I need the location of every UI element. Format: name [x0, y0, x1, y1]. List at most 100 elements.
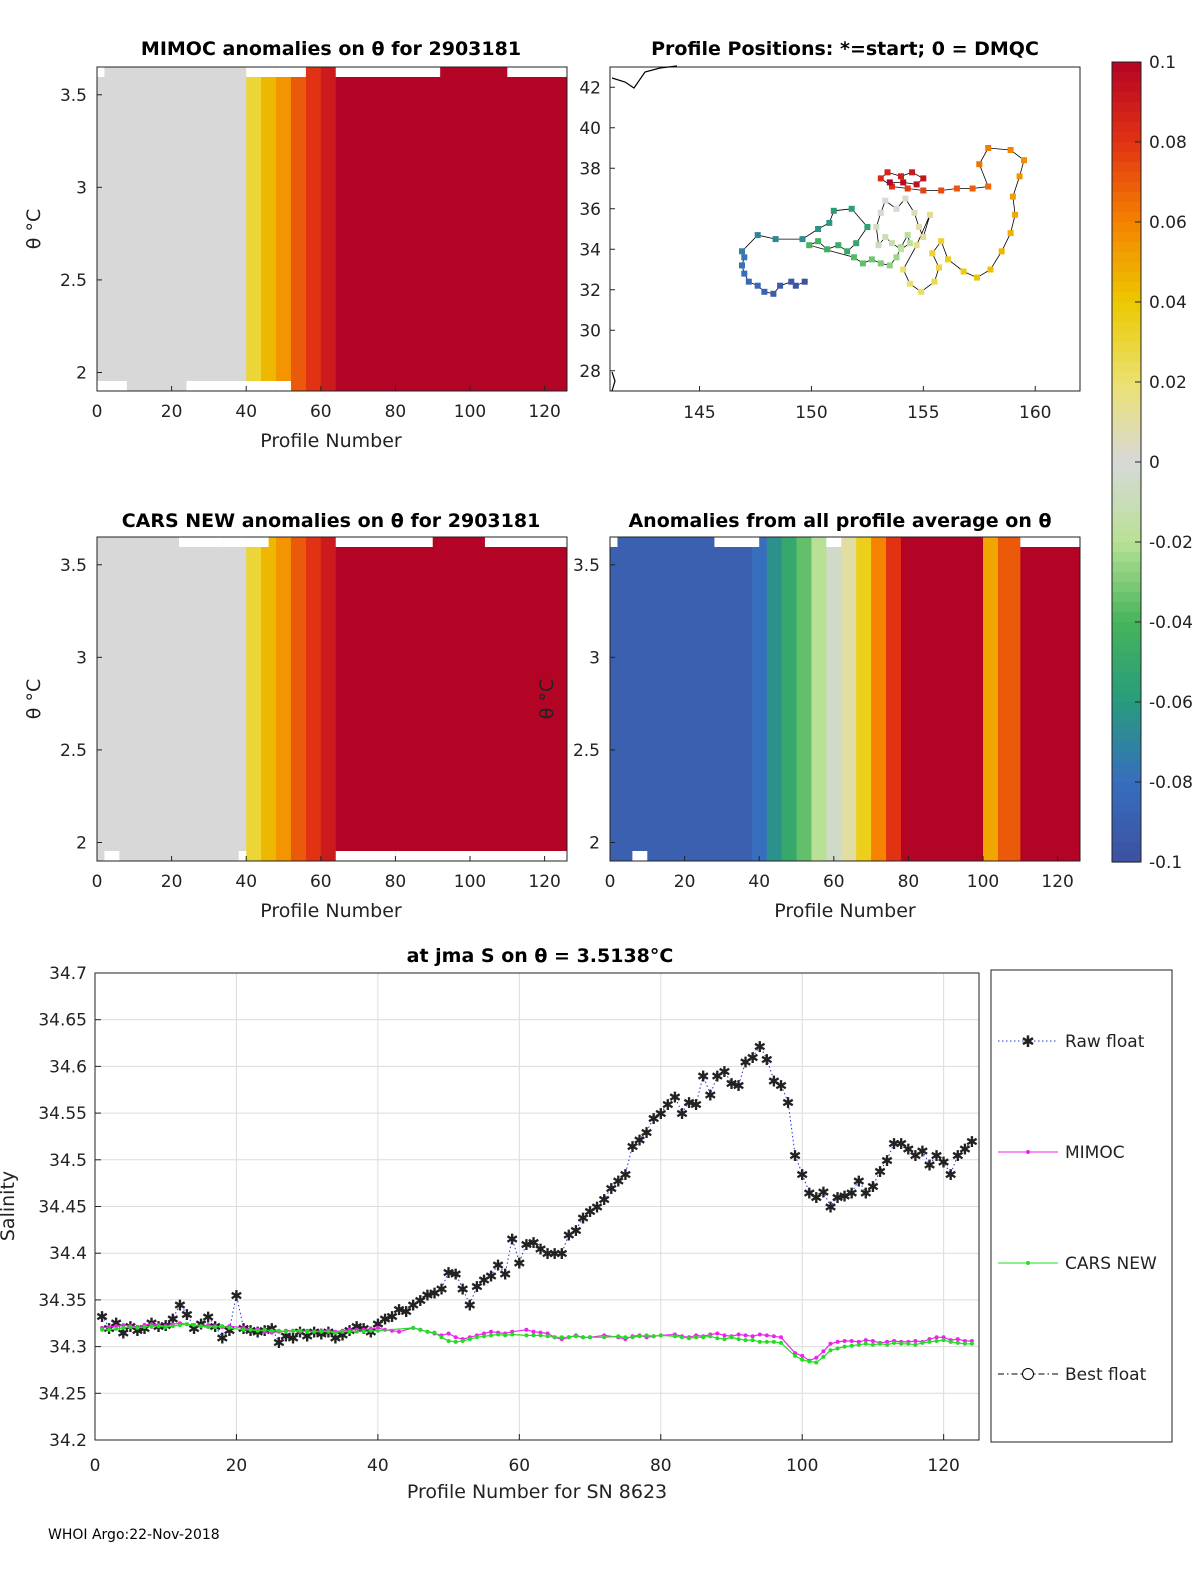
colorbar-segment: [1112, 582, 1141, 593]
colorbar-tick-label: 0.1: [1149, 53, 1176, 73]
cars-new-point: [538, 1333, 543, 1338]
colorbar-segment: [1112, 542, 1141, 553]
cars-new-point: [192, 1323, 196, 1328]
profile-position-marker: [864, 224, 871, 230]
cars-new-point: [114, 1326, 119, 1331]
y-tick-label: 38: [579, 159, 601, 179]
track-line: [741, 147, 1025, 295]
raw-float-point: ✱: [711, 1068, 724, 1086]
mimoc-point: [722, 1333, 727, 1338]
raw-float-point: ✱: [612, 1172, 625, 1190]
colorbar-segment: [1112, 572, 1141, 583]
y-tick-label: 2.5: [60, 271, 87, 291]
cars-new-point: [729, 1335, 734, 1340]
raw-float-point: ✱: [513, 1255, 526, 1273]
mimoc-point: [375, 1325, 380, 1330]
mimoc-heatmap: [97, 67, 568, 391]
raw-float-point: ✱: [464, 1297, 477, 1315]
cars-new-point: [213, 1325, 218, 1329]
mimoc-point: [114, 1324, 119, 1329]
heatmap-cell: [781, 537, 798, 861]
raw-float-point: ✱: [761, 1051, 774, 1069]
raw-float-point: ✱: [485, 1268, 498, 1286]
cars-new-point: [467, 1337, 472, 1342]
heatmap-empty: [179, 537, 224, 547]
colorbar-segment: [1112, 442, 1141, 453]
raw-float-point: ✱: [591, 1199, 604, 1217]
raw-float-point: ✱: [966, 1133, 979, 1151]
legend: ✱ Raw float MIMOC CARS NEW Best float: [990, 969, 1173, 1443]
cars-new-point: [842, 1344, 847, 1349]
cars-new-point: [573, 1334, 578, 1339]
mimoc-point: [849, 1339, 854, 1343]
heatmap-cell: [320, 537, 337, 861]
profile-position-marker: [953, 185, 960, 192]
raw-float-point: ✱: [902, 1141, 915, 1159]
mimoc-point: [757, 1332, 762, 1337]
cars-new-point: [821, 1354, 826, 1359]
raw-float-point: ✱: [435, 1281, 448, 1299]
positions-panel: Profile Positions: *=start; 0 = DMQC 145…: [579, 38, 1081, 423]
raw-float-point: ✱: [556, 1245, 569, 1263]
profile-position-marker: [830, 207, 837, 214]
raw-float-point: ✱: [449, 1266, 462, 1284]
heatmap-cell: [320, 67, 337, 391]
salinity-yticks: 34.7 34.65 34.6 34.55 34.5 34.45 34.4 34.35 34.3…: [38, 964, 101, 1451]
profile-position-marker: [911, 209, 918, 216]
colorbar-segment: [1112, 82, 1141, 93]
profile-position-marker: [761, 288, 768, 295]
raw-float-point: ✱: [803, 1185, 816, 1203]
cars-new-point: [255, 1328, 260, 1333]
raw-float-point: ✱: [697, 1068, 710, 1086]
cars-new-point: [941, 1338, 946, 1343]
heatmap-empty: [246, 67, 277, 77]
cars-new-point: [411, 1325, 416, 1330]
cars-new-point: [779, 1340, 783, 1345]
raw-float-point: ✱: [414, 1292, 427, 1310]
cars-new-point: [227, 1325, 232, 1330]
colorbar-tick-label: -0.1: [1149, 853, 1182, 873]
mimoc-point: [863, 1338, 868, 1343]
mimoc-yticks: 3.5 3 2.5 2: [60, 86, 102, 383]
x-tick-label: 20: [674, 872, 696, 892]
heatmap-empty: [335, 537, 433, 547]
float-track: [739, 145, 1027, 297]
y-tick-label: 3.5: [60, 556, 87, 576]
mimoc-xlabel: Profile Number: [260, 430, 402, 452]
profile-position-marker: [913, 181, 920, 188]
mimoc-point: [736, 1332, 741, 1337]
cars-new-point: [177, 1323, 182, 1328]
colorbar-tick-label: 0.04: [1149, 293, 1187, 313]
coastline: [611, 65, 678, 89]
heatmap-cell: [261, 537, 277, 861]
heatmap-cell: [871, 537, 887, 861]
raw-float-point: ✱: [909, 1147, 922, 1165]
heatmap-empty: [186, 381, 247, 391]
heatmap-cell: [610, 537, 753, 861]
colorbar-segment: [1112, 662, 1141, 673]
profile-position-marker: [915, 224, 922, 230]
colorbar-segment: [1112, 342, 1141, 353]
x-tick-label: 0: [90, 1456, 101, 1476]
raw-float-point: ✱: [796, 1166, 809, 1184]
y-tick-label: 34.55: [38, 1104, 87, 1124]
cars-axes-box: [96, 536, 568, 862]
cars-new-point: [291, 1328, 295, 1333]
profile-position-marker: [859, 260, 866, 267]
raw-float-point: ✱: [923, 1157, 936, 1175]
x-tick-label: 40: [367, 1456, 389, 1476]
colorbar-segment: [1112, 202, 1141, 213]
raw-float-point: ✱: [867, 1178, 880, 1196]
colorbar-gradient: [1112, 62, 1141, 863]
cars-new-point: [107, 1327, 112, 1332]
x-tick-label: 155: [907, 403, 939, 423]
cars-new-point: [100, 1327, 105, 1332]
cars-new-point: [559, 1335, 564, 1340]
cars-panel: CARS NEW anomalies on θ for 2903181 0 20 4…: [23, 510, 568, 922]
profile-position-marker: [884, 169, 891, 176]
raw-float-point: ✱: [442, 1264, 455, 1282]
raw-float-point: ✱: [669, 1088, 682, 1106]
cars-new-point: [361, 1329, 366, 1334]
raw-float-point: ✱: [647, 1110, 660, 1128]
raw-float-point: ✱: [393, 1301, 406, 1319]
